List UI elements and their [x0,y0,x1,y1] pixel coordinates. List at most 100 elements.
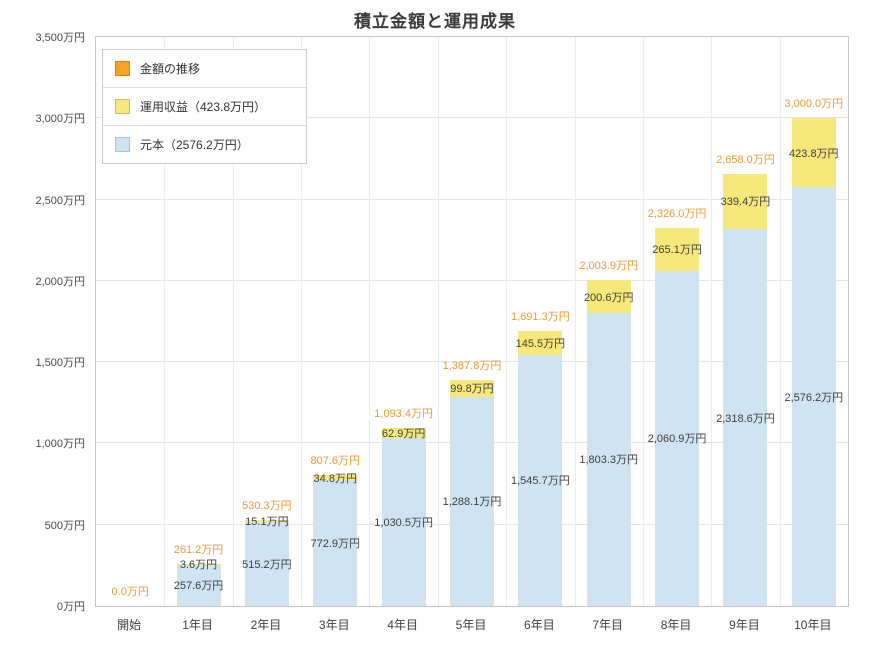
total-value-label: 807.6万円 [310,454,361,467]
y-axis-label: 3,500万円 [35,32,85,44]
v-gridline [642,37,644,606]
x-axis-label: 7年目 [592,618,624,632]
v-gridline [506,37,508,606]
principal-bar-segment[interactable] [723,229,768,606]
profit-bar-segment[interactable] [655,227,700,271]
profit-bar-segment[interactable] [518,331,563,355]
profit-value-label: 15.1万円 [245,516,289,529]
legend-item[interactable]: 元本（2576.2万円） [103,126,306,163]
total-value-label: 2,658.0万円 [716,153,775,166]
h-gridline [96,279,848,281]
x-axis: 開始 1年目 2年目 3年目 4年目 5年目 6年目 7年目 8年目 9年目 10年目 [95,610,847,636]
total-value-label: 1,093.4万円 [374,408,433,421]
legend: 金額の推移運用収益（423.8万円） 元本（2576.2万円） [102,49,307,164]
profit-bar-segment[interactable] [586,280,631,313]
y-axis: 3,500万円 3,000万円 2,500万円 2,000万円 1,500万円 1,000… [0,32,89,613]
v-gridline [779,37,781,606]
principal-bar-segment[interactable] [244,522,289,606]
principal-value-label: 1,545.7万円 [510,475,570,488]
principal-bar-segment[interactable] [518,354,563,606]
principal-value-label: 515.2万円 [242,559,292,572]
principal-value-label: 2,576.2万円 [784,391,844,404]
x-axis-label: 開始 [117,618,142,632]
total-value-label: 261.2万円 [173,543,224,556]
principal-bar-segment[interactable] [449,396,494,606]
h-gridline [96,117,848,119]
bar-slot: 1,093.4万円 62.9万円 1,030.5万円 [369,37,437,606]
v-gridline [711,37,713,606]
total-value-label: 0.0万円 [111,586,149,598]
amount-transition-swatch [115,61,130,76]
total-value-label: 2,326.0万円 [647,207,707,220]
total-value-label: 1,691.3万円 [510,311,570,324]
principal-bar-segment[interactable] [791,187,836,606]
x-axis-label: 2年目 [250,618,282,632]
h-gridline [96,361,848,363]
principal-bar-segment[interactable] [586,312,631,606]
bar-slot: 0.0万円 [96,37,164,606]
legend-item[interactable]: 運用収益（423.8万円） [103,88,306,126]
profit-bar-segment[interactable] [723,173,768,230]
legend-item[interactable]: 金額の推移 [103,50,306,88]
bar-slot: 1,387.8万円 99.8万円 1,288.1万円 [438,37,506,606]
profit-bar-segment[interactable] [313,474,358,481]
v-gridline [437,37,439,606]
x-axis-label: 3年目 [318,618,350,632]
profit-value-label: 200.6万円 [583,291,634,304]
bar-slot: 2,658.0万円 339.4万円 2,318.6万円 [711,37,779,606]
legend-item-label: 元本（2576.2万円） [140,138,249,152]
bar-slot: 1,691.3万円 145.5万円 1,545.7万円 [506,37,574,606]
profit-bar-segment[interactable] [244,519,289,523]
y-axis-label: 1,500万円 [35,357,85,370]
x-axis-label: 1年目 [182,618,213,632]
bar-slot: 807.6万円 34.8万円 772.9万円 [301,37,369,606]
y-axis-label: 2,500万円 [35,194,85,207]
profit-swatch [115,99,130,114]
profit-value-label: 99.8万円 [450,383,494,396]
principal-value-label: 1,288.1万円 [442,496,502,509]
v-gridline [369,37,371,606]
v-gridline [574,37,576,606]
bar-slot: 2,326.0万円 265.1万円 2,060.9万円 [643,37,711,606]
profit-bar-segment[interactable] [381,428,426,439]
total-value-label: 3,000.0万円 [784,98,844,111]
principal-bar-segment[interactable] [381,438,426,606]
profit-value-label: 145.5万円 [515,337,566,350]
profit-value-label: 62.9万円 [381,428,426,441]
legend-item-label: 金額の推移 [140,62,201,76]
bar-slot: 530.3万円 15.1万円 515.2万円 [233,37,301,606]
principal-value-label: 1,803.3万円 [579,454,639,467]
principal-bar-segment[interactable] [655,270,700,606]
chart-title: 積立金額と運用成果 [354,12,516,31]
principal-bar-segment[interactable] [313,480,358,606]
profit-value-label: 3.6万円 [179,558,218,571]
profit-bar-segment[interactable] [791,118,836,188]
v-gridline [164,37,166,606]
bar-slot: 3,000.0万円 423.8万円 2,576.2万円 [780,37,848,606]
profit-value-label: 265.1万円 [652,244,702,257]
x-axis-label: 5年目 [455,618,487,632]
bar-slot: 261.2万円 3.6万円 257.6万円 [164,37,232,606]
h-gridline [96,198,848,200]
profit-value-label: 34.8万円 [313,472,357,485]
principal-value-label: 2,060.9万円 [647,433,707,446]
y-axis-label: 500万円 [44,519,85,532]
profit-value-label: 423.8万円 [789,147,839,160]
y-axis-label: 2,000万円 [35,275,85,288]
x-axis-label: 8年目 [660,618,692,632]
principal-value-label: 1,030.5万円 [374,517,433,530]
x-axis-label: 4年目 [387,618,418,632]
total-value-label: 530.3万円 [242,499,292,512]
y-axis-label: 1,000万円 [35,438,85,451]
v-gridline [232,37,234,606]
profit-bar-segment[interactable] [449,380,494,397]
principal-swatch [115,137,130,152]
profit-bar-segment[interactable] [176,563,221,565]
principal-bar-segment[interactable] [176,564,221,606]
principal-value-label: 257.6万円 [173,580,224,593]
x-axis-label: 6年目 [524,618,555,632]
profit-value-label: 339.4万円 [720,196,771,209]
bar-slot: 2,003.9万円 200.6万円 1,803.3万円 [575,37,643,606]
legend-item-label: 運用収益（423.8万円） [140,100,267,114]
